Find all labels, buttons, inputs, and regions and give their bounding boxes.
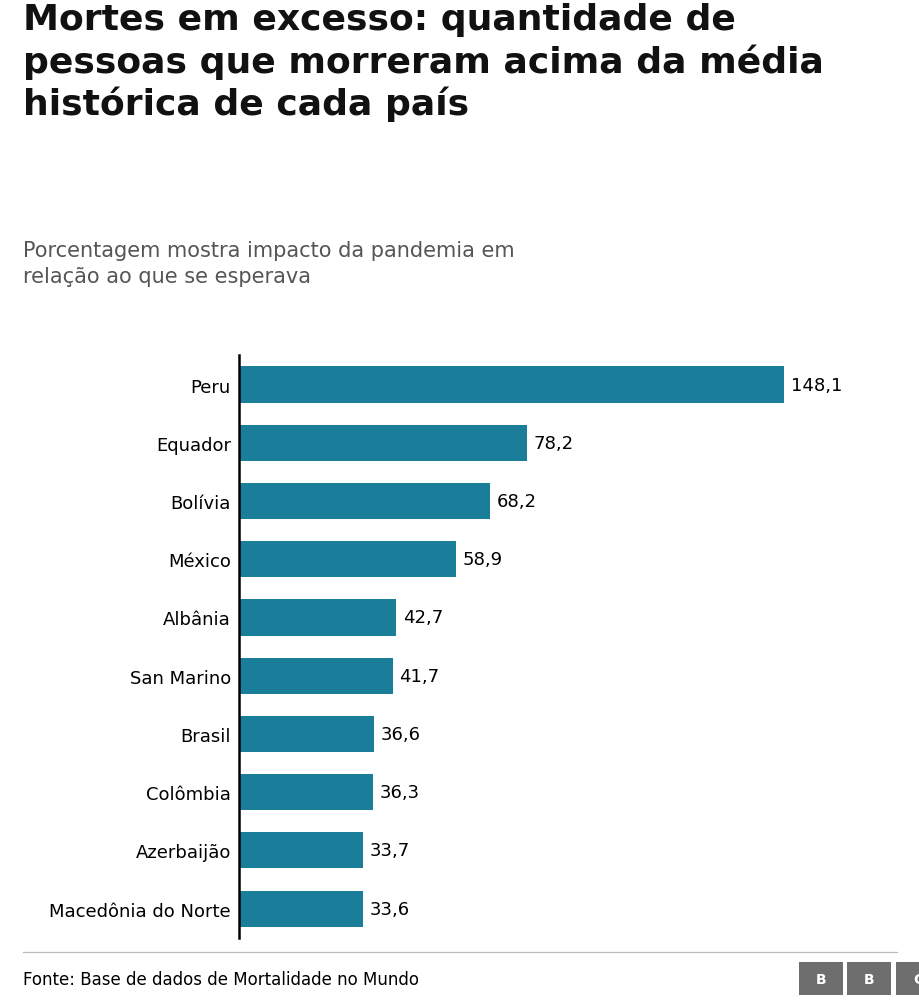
- Bar: [895, 962, 919, 995]
- Text: 148,1: 148,1: [790, 376, 841, 394]
- Text: 78,2: 78,2: [533, 434, 573, 452]
- Bar: [239, 425, 527, 461]
- Text: 36,3: 36,3: [379, 783, 419, 801]
- Text: 58,9: 58,9: [462, 551, 502, 569]
- Bar: [239, 716, 373, 752]
- Text: 36,6: 36,6: [380, 725, 420, 743]
- Text: C: C: [912, 972, 919, 986]
- Text: Mortes em excesso: quantidade de
pessoas que morreram acima da média
histórica d: Mortes em excesso: quantidade de pessoas…: [23, 3, 823, 122]
- Text: 42,7: 42,7: [403, 609, 443, 627]
- Bar: [239, 542, 456, 578]
- Bar: [239, 832, 363, 869]
- Text: 41,7: 41,7: [399, 667, 439, 685]
- Bar: [239, 483, 490, 520]
- Bar: [239, 600, 396, 636]
- Text: B: B: [863, 972, 874, 986]
- Text: 33,7: 33,7: [369, 842, 410, 860]
- Bar: [239, 367, 783, 403]
- Text: Fonte: Base de dados de Mortalidade no Mundo: Fonte: Base de dados de Mortalidade no M…: [23, 970, 418, 988]
- Bar: [239, 891, 362, 927]
- Text: 33,6: 33,6: [369, 900, 409, 918]
- Bar: [846, 962, 891, 995]
- Bar: [239, 774, 372, 810]
- Text: Porcentagem mostra impacto da pandemia em
relação ao que se esperava: Porcentagem mostra impacto da pandemia e…: [23, 241, 514, 286]
- Bar: [239, 658, 392, 694]
- Bar: [798, 962, 842, 995]
- Text: 68,2: 68,2: [496, 492, 536, 511]
- Text: B: B: [814, 972, 825, 986]
